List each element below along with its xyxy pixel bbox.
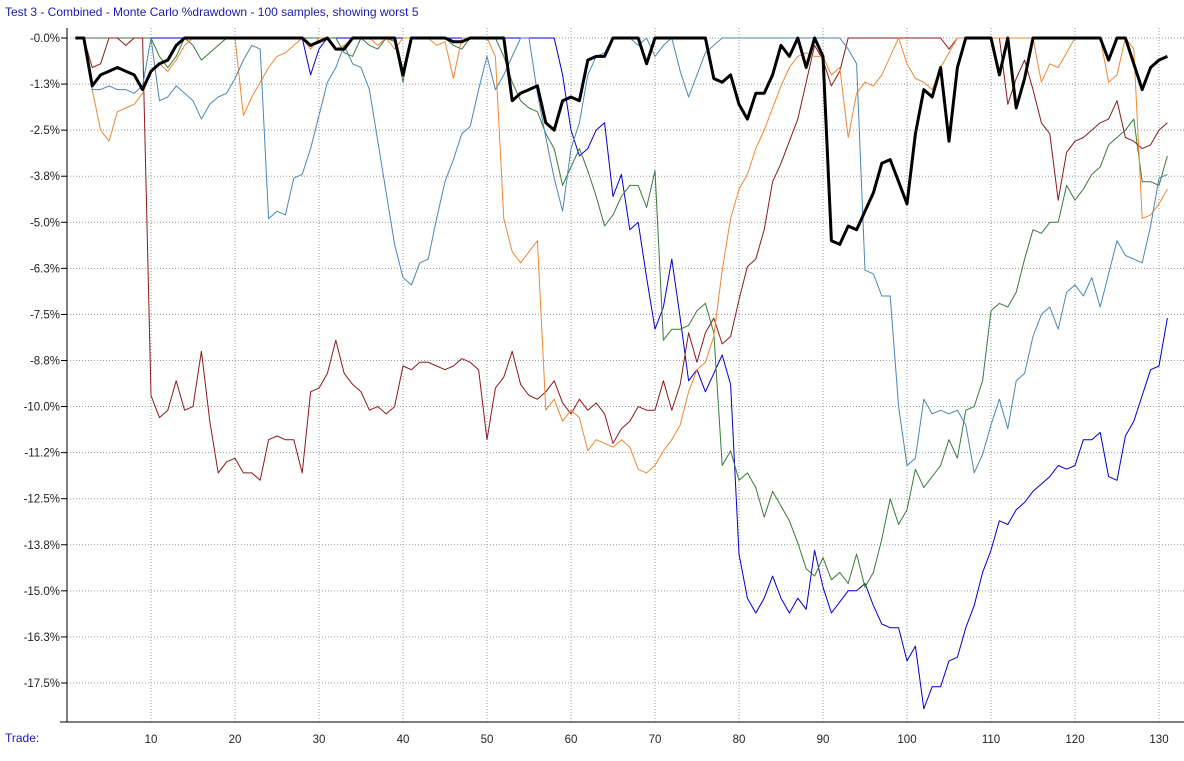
x-tick-label: 100: [897, 734, 916, 746]
y-tick-label: -13.8%: [24, 540, 60, 552]
series-line: [75, 37, 1168, 710]
series-line: [75, 37, 1168, 474]
y-tick-label: -0.0%: [30, 33, 60, 45]
axes: [60, 28, 1184, 723]
y-tick-label: -1.3%: [30, 79, 60, 91]
x-tick-label: 110: [982, 734, 1000, 746]
x-axis-label: Trade:: [5, 731, 40, 745]
series-line: [75, 37, 1168, 474]
y-tick-label: -11.2%: [24, 448, 60, 460]
y-tick-label: -15.0%: [24, 586, 60, 598]
x-tick-label: 20: [229, 734, 242, 746]
series-lines: [75, 36, 1169, 710]
gridlines: [61, 28, 1184, 722]
series-line: [75, 36, 1169, 246]
y-tick-label: -2.5%: [30, 125, 60, 137]
y-tick-label: -3.8%: [30, 171, 60, 183]
x-tick-label: 40: [397, 734, 410, 746]
x-tick-labels: 10 20 30 40 50 60 70 80 90 100 110 120 130: [145, 734, 1169, 746]
y-tick-label: -16.3%: [24, 632, 60, 644]
y-tick-label: -7.5%: [30, 309, 60, 321]
x-tick-label: 120: [1065, 734, 1084, 746]
y-tick-label: -12.5%: [24, 494, 60, 506]
y-tick-label: -10.0%: [24, 402, 60, 414]
y-tick-label: -5.0%: [30, 217, 60, 229]
x-tick-label: 30: [313, 734, 326, 746]
x-tick-label: 60: [565, 734, 578, 746]
y-tick-labels: -0.0% -1.3% -2.5% -3.8% -5.0% -6.3% -7.5% -8.8%…: [24, 33, 60, 690]
y-tick-label: -6.3%: [30, 263, 60, 275]
y-tick-label: -8.8%: [30, 355, 60, 367]
series-line: [75, 37, 1168, 588]
x-tick-label: 50: [481, 734, 494, 746]
x-tick-label: 90: [817, 734, 830, 746]
x-tick-label: 70: [649, 734, 662, 746]
chart-title: Test 3 - Combined - Monte Carlo %drawdow…: [5, 5, 419, 19]
x-tick-label: 130: [1149, 734, 1168, 746]
x-tick-label: 80: [733, 734, 746, 746]
x-tick-label: 10: [145, 734, 158, 746]
y-tick-label: -17.5%: [24, 678, 60, 690]
